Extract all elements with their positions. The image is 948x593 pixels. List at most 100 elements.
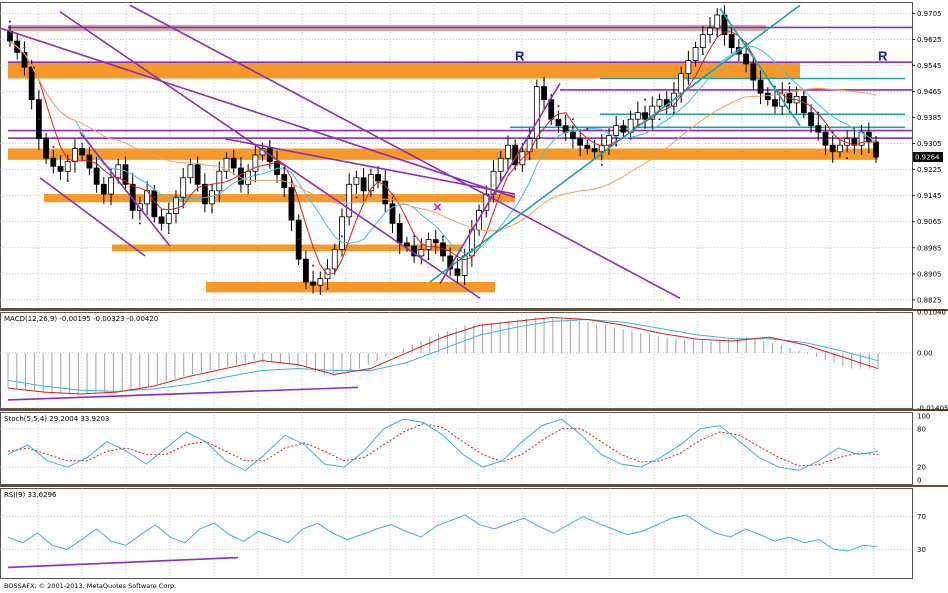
moving-average-fast-line [9,31,877,276]
parabolic-sar-dot [427,258,430,261]
parabolic-sar-dot [124,163,127,166]
parabolic-sar-dot [138,222,141,225]
price-tick-label: 0.9385 [917,114,942,122]
parabolic-sar-dot [615,144,618,147]
candle-body [613,125,620,136]
candle-body [714,14,721,29]
candle-body [360,177,367,192]
parabolic-sar-dot [860,150,863,153]
candle-body [173,196,179,214]
parabolic-sar-dot [499,176,502,179]
candle-body [331,249,338,270]
parabolic-sar-dot [413,235,416,238]
candle-body [692,47,699,61]
candle-body [180,177,187,198]
candle-body [108,177,114,195]
parabolic-sar-dot [557,105,560,108]
candle-body [808,112,814,127]
candle-body [43,138,49,159]
current-price-label: 0.9264 [915,153,940,161]
parabolic-sar-dot [788,82,791,85]
candle-body [815,125,822,133]
candle-body [404,242,410,247]
candle-body [21,52,28,68]
trendline [224,137,516,195]
candle-body [50,157,57,167]
macd-tick-label: 0.01040 [917,309,946,317]
candle-body [28,66,35,101]
parabolic-sar-dot [701,53,704,56]
copyright-footer: BOSSAFX, © 2001-2013, MetaQuotes Softwar… [4,582,177,590]
macd-divergence-line [7,386,359,401]
candle-body [642,112,648,120]
parabolic-sar-dot [95,163,98,166]
candle-body [238,167,244,185]
candle-body [634,112,641,120]
trendline [39,177,146,257]
resistance-marker-r: R [515,49,525,64]
parabolic-sar-dot [528,157,531,160]
price-tick-label: 0.9465 [917,88,942,96]
support-band [8,62,800,79]
trendline [79,131,171,247]
candle-body [598,144,605,153]
candle-body [425,239,432,250]
support-band [8,148,878,160]
candle-body [591,148,598,153]
parabolic-sar-dot [37,118,40,121]
candle-body [533,86,540,140]
candle-body [209,190,215,205]
teal-trendline [429,4,801,283]
parabolic-sar-dot [672,111,675,114]
candle-body [79,148,86,156]
stoch-k-line [7,418,879,471]
parabolic-sar-dot [658,118,661,121]
candle-body [367,174,374,192]
parabolic-sar-dot [340,235,343,238]
resistance-marker-r: R [878,49,888,64]
current-price-box [913,151,943,162]
candle-body [570,131,576,140]
candle-body [837,144,843,153]
parabolic-sar-dot [514,144,517,147]
candle-body [584,144,591,149]
parabolic-sar-dot [600,163,603,166]
candle-body [396,222,403,244]
candle-body [526,138,533,153]
parabolic-sar-dot [153,196,156,199]
parabolic-sar-dot [66,180,69,183]
parabolic-sar-dot [687,79,690,82]
parabolic-sar-dot [369,193,372,196]
price-tick-label: 0.9145 [917,192,942,200]
stoch-d-line [7,423,879,467]
candle-body [743,53,749,65]
trendline [59,11,481,299]
stoch-tick-label: 100 [917,413,930,421]
candle-body [764,92,771,101]
candle-body [382,180,389,205]
candle-body [454,268,461,276]
candle-body [505,144,511,159]
candle-body [786,92,793,104]
macd-tick-label: 0.00 [917,349,933,357]
candle-body [302,258,309,283]
parabolic-sar-dot [167,232,170,235]
candle-body [541,86,547,101]
candle-body [216,170,223,192]
candle-body [7,30,13,42]
parabolic-sar-dot [398,222,401,225]
price-tick-label: 0.9545 [917,62,942,70]
parabolic-sar-dot [543,79,546,82]
candle-body [418,249,425,257]
candle-body [129,183,136,211]
candle-body [115,164,122,179]
candle-body [750,63,757,81]
price-tick-label: 0.9225 [917,166,942,174]
candle-body [100,183,107,195]
parabolic-sar-dot [225,176,228,179]
candle-body [288,187,295,221]
parabolic-sar-dot [485,212,488,215]
pane-frame-rsi [0,488,913,579]
